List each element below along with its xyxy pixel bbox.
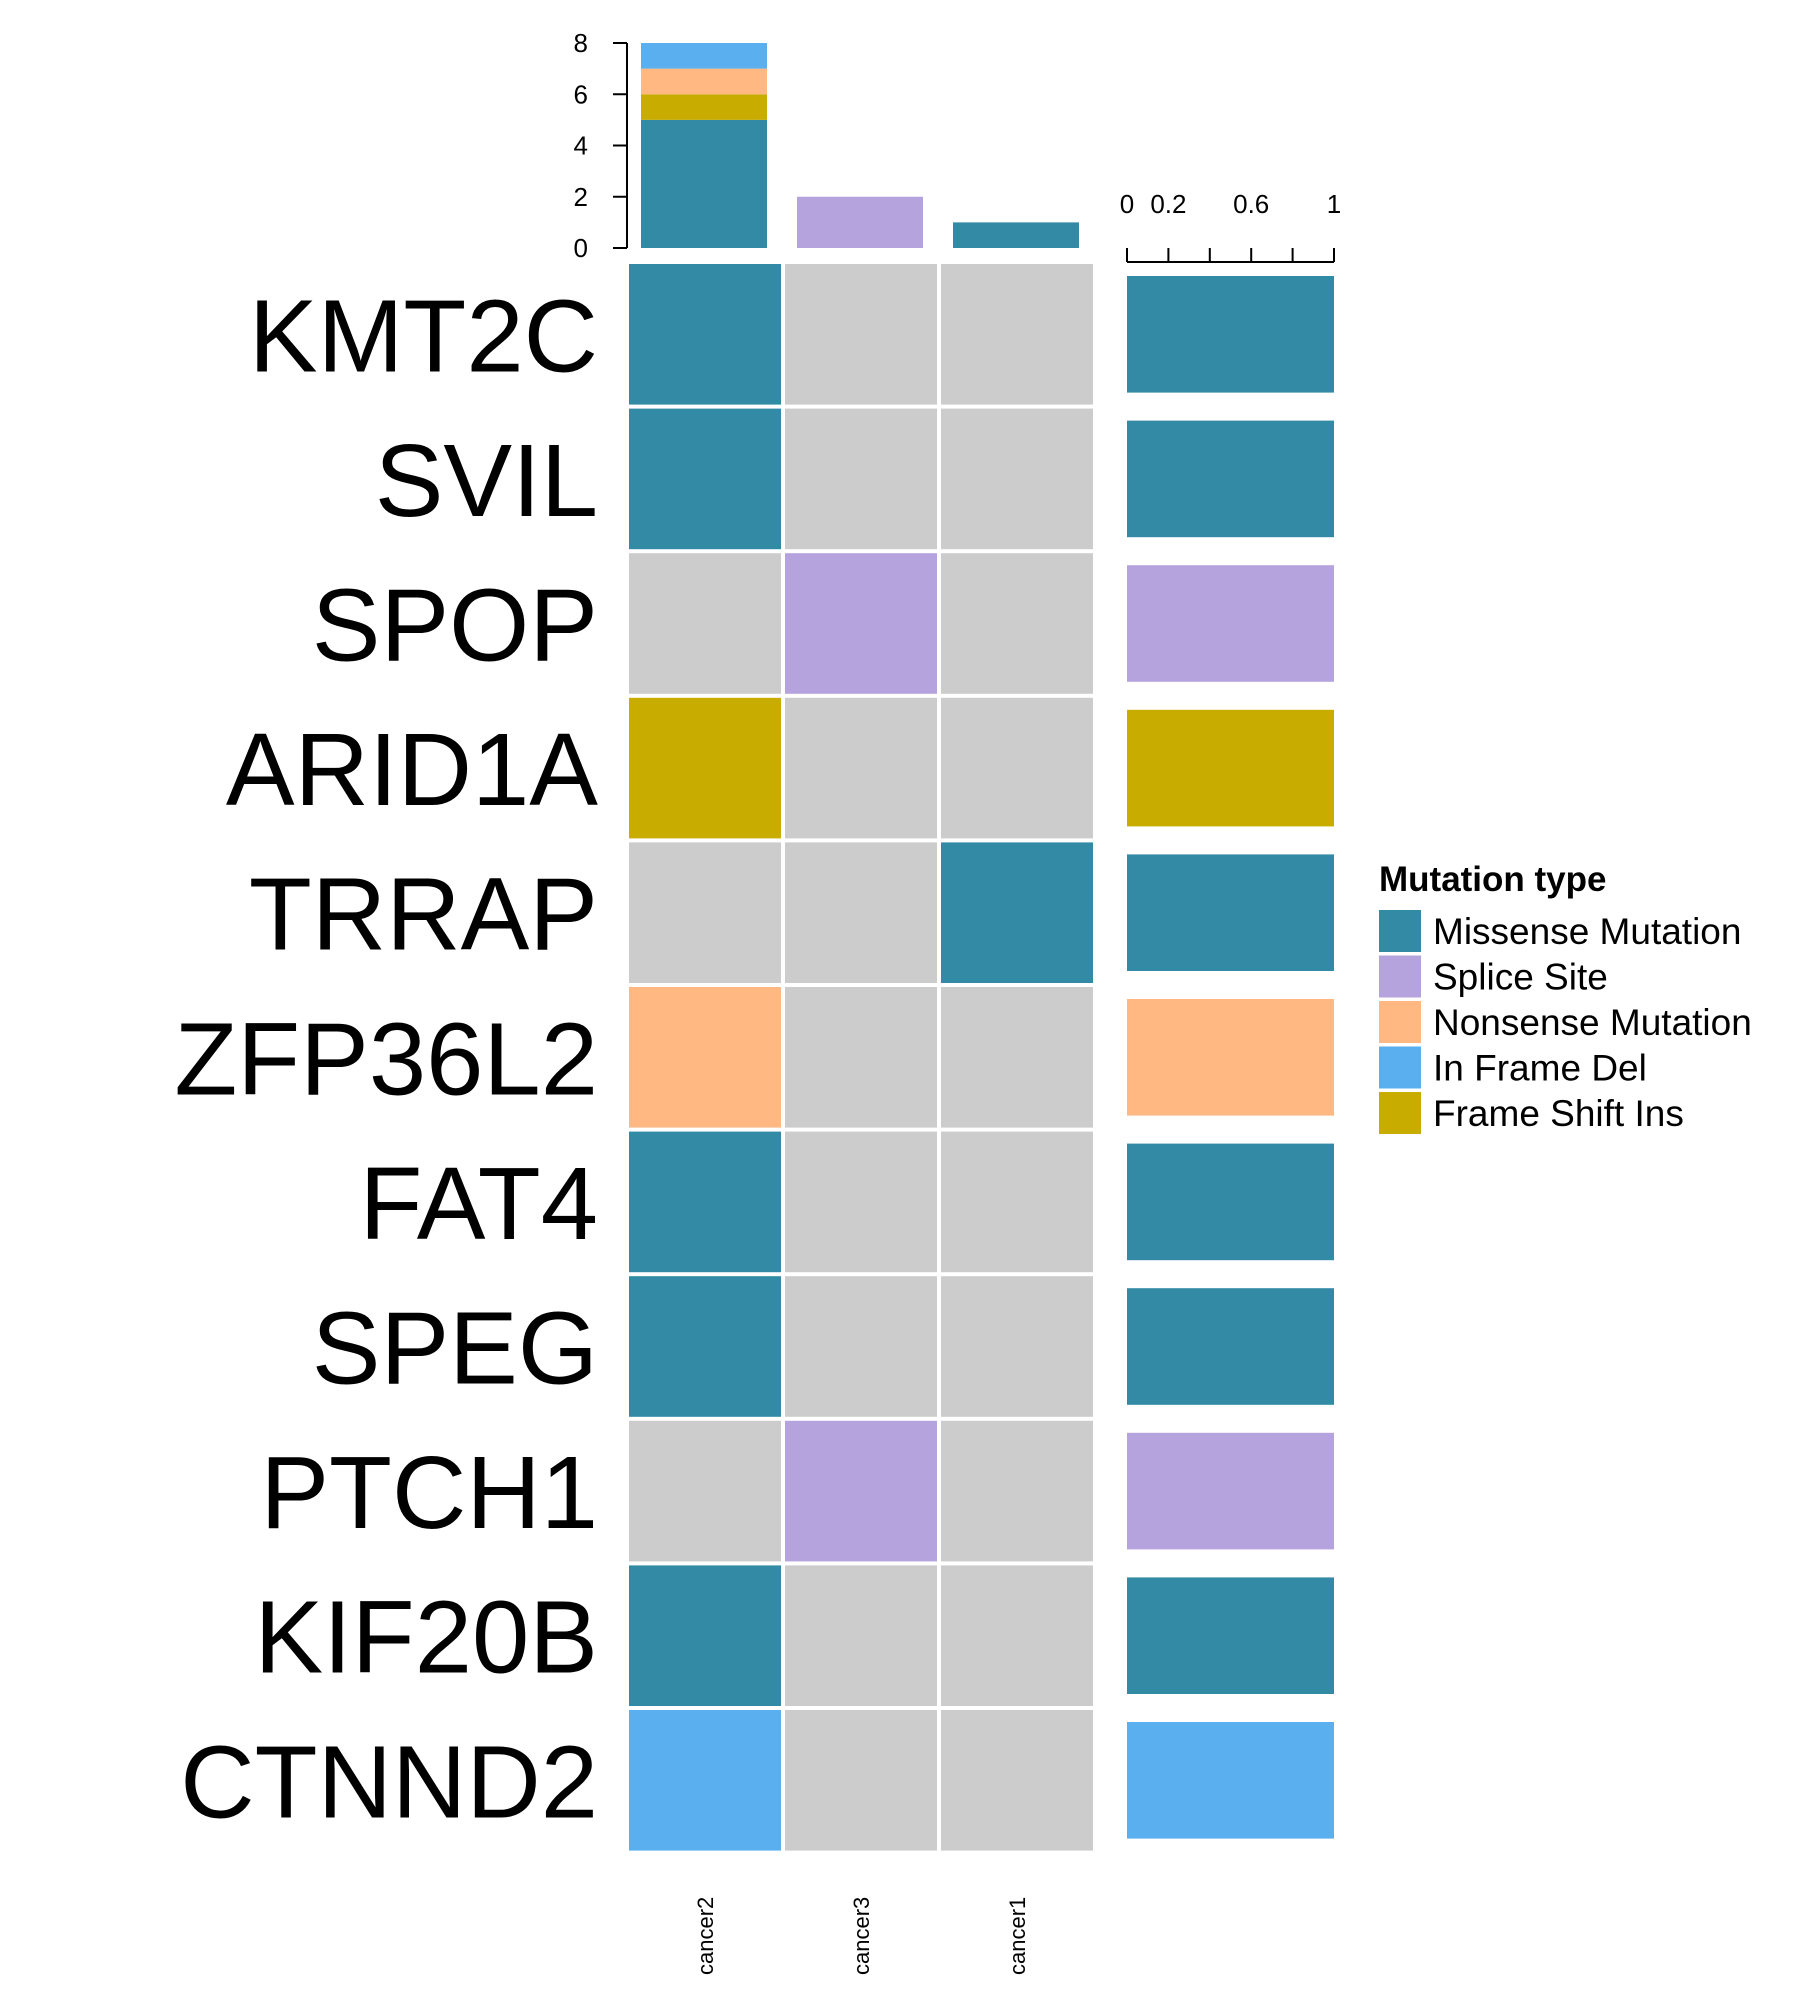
mutation-grid <box>629 264 1093 1851</box>
gene-label-kmt2c: KMT2C <box>249 278 598 393</box>
cell-kmt2c-cancer1 <box>941 264 1093 405</box>
gene-label-zfp36l2: ZFP36L2 <box>174 1001 598 1116</box>
legend-swatch-in-frame-del <box>1379 1046 1421 1089</box>
gene-label-trrap: TRRAP <box>249 857 598 972</box>
legend-label-nonsense-mutation: Nonsense Mutation <box>1433 1002 1752 1043</box>
gene-labels: KMT2C SVIL SPOP ARID1A TRRAP ZFP36L2 FAT4 SPEG P… <box>174 278 598 1839</box>
right-bar-fat4 <box>1127 1143 1334 1261</box>
gene-label-kif20b: KIF20B <box>254 1580 598 1695</box>
cell-spop-cancer1 <box>941 553 1093 694</box>
legend-swatch-nonsense-mutation <box>1379 1001 1421 1043</box>
cell-trrap-cancer1 <box>941 842 1093 983</box>
cell-arid1a-cancer2 <box>629 697 781 839</box>
gene-label-ctnnd2: CTNND2 <box>180 1724 598 1839</box>
cell-fat4-cancer3 <box>785 1131 937 1273</box>
cell-trrap-cancer3 <box>785 842 937 983</box>
top-bar-tick-label-8: 8 <box>574 28 588 58</box>
cell-ctnnd2-cancer3 <box>785 1710 937 1851</box>
cell-svil-cancer2 <box>629 408 781 550</box>
cell-ctnnd2-cancer2 <box>629 1710 781 1851</box>
cell-svil-cancer1 <box>941 408 1093 550</box>
legend-label-splice-site: Splice Site <box>1433 957 1608 998</box>
cell-kif20b-cancer3 <box>785 1565 937 1706</box>
legend-label-in-frame-del: In Frame Del <box>1433 1048 1647 1089</box>
legend-label-frame-shift-ins: Frame Shift Ins <box>1433 1093 1684 1134</box>
cell-ptch1-cancer3 <box>785 1420 937 1562</box>
legend-swatch-missense-mutation <box>1379 910 1421 952</box>
right-bar-tick-label-0-6: 0.6 <box>1233 189 1269 219</box>
cell-speg-cancer1 <box>941 1276 1093 1417</box>
legend-swatch-splice-site <box>1379 955 1421 998</box>
right-bar-chart: 0 0.2 0.6 1 <box>1120 189 1341 1839</box>
cell-kmt2c-cancer2 <box>629 264 781 405</box>
top-bar-segment-cancer2-in-frame-del <box>641 43 767 69</box>
top-bar-tick-label-0: 0 <box>574 233 588 263</box>
cell-zfp36l2-cancer3 <box>785 987 937 1128</box>
right-bar-kmt2c <box>1127 276 1334 393</box>
right-bar-tick-label-0: 0 <box>1120 189 1134 219</box>
cell-zfp36l2-cancer2 <box>629 987 781 1128</box>
gene-label-arid1a: ARID1A <box>226 712 598 827</box>
right-bar-kif20b <box>1127 1577 1334 1694</box>
cell-fat4-cancer2 <box>629 1131 781 1273</box>
right-bar-svil <box>1127 420 1334 538</box>
gene-label-svil: SVIL <box>375 423 598 538</box>
right-bar-spop <box>1127 565 1334 682</box>
gene-label-fat4: FAT4 <box>360 1146 599 1261</box>
legend-swatch-frame-shift-ins <box>1379 1092 1421 1134</box>
right-bar-trrap <box>1127 854 1334 971</box>
top-bar-segment-cancer2-frame-shift-ins <box>641 94 767 120</box>
legend-label-missense-mutation: Missense Mutation <box>1433 911 1741 952</box>
cell-kmt2c-cancer3 <box>785 264 937 405</box>
right-bar-ctnnd2 <box>1127 1722 1334 1839</box>
gene-label-spop: SPOP <box>312 568 598 683</box>
cell-ctnnd2-cancer1 <box>941 1710 1093 1851</box>
sample-labels: cancer2 cancer3 cancer1 <box>693 1897 1030 1975</box>
top-bar-tick-label-4: 4 <box>574 131 588 161</box>
top-bar-tick-label-6: 6 <box>574 79 588 109</box>
right-bar-tick-label-1: 1 <box>1327 189 1341 219</box>
cell-zfp36l2-cancer1 <box>941 987 1093 1128</box>
right-bar-ptch1 <box>1127 1432 1334 1550</box>
sample-label-cancer2: cancer2 <box>693 1897 718 1975</box>
cell-trrap-cancer2 <box>629 842 781 983</box>
cell-kif20b-cancer2 <box>629 1565 781 1706</box>
sample-label-cancer1: cancer1 <box>1005 1897 1030 1975</box>
cell-arid1a-cancer3 <box>785 697 937 839</box>
right-bar-zfp36l2 <box>1127 999 1334 1116</box>
legend-title: Mutation type <box>1379 860 1606 899</box>
right-bar-tick-label-0-2: 0.2 <box>1150 189 1186 219</box>
cell-speg-cancer3 <box>785 1276 937 1417</box>
cell-kif20b-cancer1 <box>941 1565 1093 1706</box>
cell-spop-cancer3 <box>785 553 937 694</box>
top-bar-segment-cancer2-nonsense-mutation <box>641 68 767 95</box>
top-bar-segment-cancer3-splice-site <box>797 196 923 248</box>
right-bar-arid1a <box>1127 709 1334 827</box>
top-bar-segment-cancer1-missense-mutation <box>953 222 1079 248</box>
sample-label-cancer3: cancer3 <box>849 1897 874 1975</box>
top-bar-tick-label-2: 2 <box>574 182 588 212</box>
gene-label-speg: SPEG <box>312 1291 598 1406</box>
top-bar-chart: 0 2 4 6 8 <box>574 28 1079 263</box>
gene-label-ptch1: PTCH1 <box>260 1435 598 1550</box>
legend: Mutation type Missense Mutation Splice Sit… <box>1379 860 1752 1134</box>
cell-ptch1-cancer2 <box>629 1420 781 1562</box>
cell-ptch1-cancer1 <box>941 1420 1093 1562</box>
cell-spop-cancer2 <box>629 553 781 694</box>
right-bar-speg <box>1127 1288 1334 1405</box>
top-bar-segment-cancer2-missense-mutation <box>641 119 767 248</box>
cell-fat4-cancer1 <box>941 1131 1093 1273</box>
cell-arid1a-cancer1 <box>941 697 1093 839</box>
cell-speg-cancer2 <box>629 1276 781 1417</box>
cell-svil-cancer3 <box>785 408 937 550</box>
